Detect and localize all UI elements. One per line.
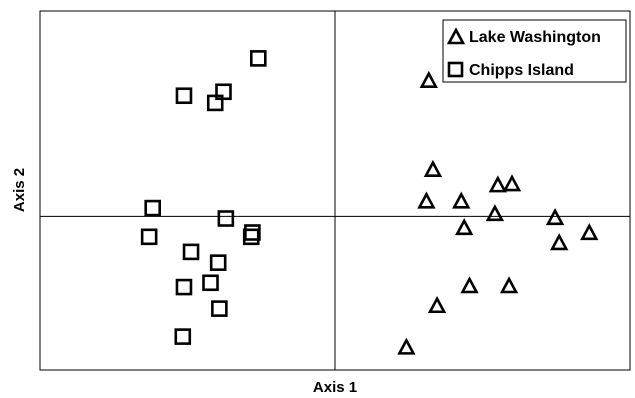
triangle-point <box>455 218 474 236</box>
triangle-point <box>545 208 565 226</box>
square-point <box>211 300 228 317</box>
triangle-point <box>423 159 443 177</box>
legend-label-lake-washington: Lake Washington <box>469 29 601 46</box>
legend-label-chipps-island: Chipps Island <box>469 62 574 79</box>
legend-triangle-icon <box>446 27 466 45</box>
triangle-point <box>550 233 569 251</box>
triangle-point <box>419 70 438 88</box>
triangle-point <box>417 191 436 209</box>
legend-square-icon <box>447 61 464 78</box>
legend: Lake Washington Chipps Island <box>442 19 627 83</box>
legend-box <box>442 19 627 83</box>
square-point <box>140 228 158 246</box>
square-point <box>202 274 219 292</box>
triangle-point <box>460 276 479 294</box>
square-point <box>209 254 227 271</box>
square-point <box>174 328 192 345</box>
square-point <box>242 228 260 246</box>
y-axis-title: Axis 2 <box>11 168 28 212</box>
square-point <box>217 210 235 227</box>
triangle-point <box>397 337 416 355</box>
triangle-point <box>452 191 471 209</box>
triangle-point <box>488 175 508 193</box>
square-point <box>182 243 200 261</box>
triangle-point <box>485 204 505 222</box>
square-point <box>250 50 267 67</box>
square-point <box>175 87 193 105</box>
triangle-point <box>580 223 599 241</box>
square-point <box>144 199 161 217</box>
triangle-point <box>427 295 447 314</box>
triangle-point <box>499 276 519 294</box>
x-axis-title: Axis 1 <box>313 379 357 396</box>
reference-lines <box>40 11 630 370</box>
triangle-point <box>502 174 522 192</box>
square-point <box>206 94 224 112</box>
square-point <box>175 278 193 296</box>
data-points <box>140 50 599 355</box>
